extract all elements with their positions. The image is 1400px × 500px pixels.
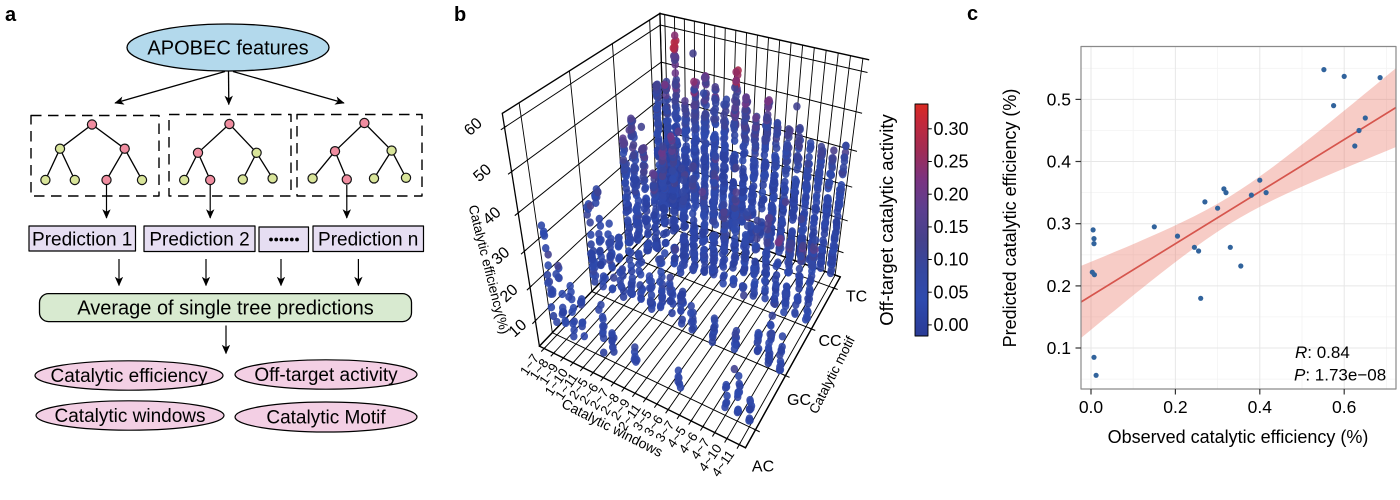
svg-text:Prediction n: Prediction n (318, 230, 418, 251)
svg-text:0.20: 0.20 (934, 184, 969, 204)
svg-text:0.3: 0.3 (1047, 214, 1071, 234)
svg-text:Catalytic windows: Catalytic windows (55, 406, 206, 427)
svg-text:TC: TC (846, 289, 867, 306)
svg-text:0.0: 0.0 (1079, 397, 1104, 417)
svg-text:0.6: 0.6 (1332, 397, 1356, 417)
svg-text:Off-target catalytic activity: Off-target catalytic activity (876, 114, 897, 326)
svg-text:Catalytic efficiency: Catalytic efficiency (51, 366, 208, 387)
svg-text:Prediction 1: Prediction 1 (32, 230, 132, 251)
svg-text:0.2: 0.2 (1163, 397, 1187, 417)
svg-text:Prediction 2: Prediction 2 (149, 230, 249, 251)
svg-text:P: 1.73e−08: P: 1.73e−08 (1294, 366, 1386, 385)
svg-text:0.15: 0.15 (934, 217, 969, 237)
svg-text:Catalytic Motif: Catalytic Motif (266, 408, 386, 429)
svg-text:R: 0.84: R: 0.84 (1295, 343, 1350, 362)
svg-text:Predicted catalytic efficiency: Predicted catalytic efficiency (%) (1000, 89, 1020, 348)
svg-text:0.05: 0.05 (934, 282, 969, 302)
svg-text:0.4: 0.4 (1047, 152, 1072, 172)
svg-text:0.30: 0.30 (934, 119, 969, 139)
svg-text:GC: GC (787, 392, 811, 409)
svg-text:60: 60 (461, 115, 486, 140)
svg-text:Off-target activity: Off-target activity (254, 365, 398, 386)
svg-text:CC: CC (818, 333, 841, 350)
svg-text:0.5: 0.5 (1047, 89, 1071, 109)
svg-text:Observed catalytic efficiency: Observed catalytic efficiency (%) (1108, 427, 1369, 447)
svg-text:0.25: 0.25 (934, 152, 969, 172)
svg-text:0.1: 0.1 (1047, 338, 1071, 358)
svg-text:0.00: 0.00 (934, 315, 969, 335)
svg-text:APOBEC features: APOBEC features (147, 38, 308, 60)
svg-text:0.2: 0.2 (1047, 276, 1071, 296)
svg-text:50: 50 (470, 161, 495, 186)
svg-text:AC: AC (752, 459, 774, 476)
svg-text:0.10: 0.10 (934, 250, 969, 270)
svg-text:Average of single tree predict: Average of single tree predictions (77, 298, 373, 320)
svg-text:0.4: 0.4 (1248, 397, 1273, 417)
